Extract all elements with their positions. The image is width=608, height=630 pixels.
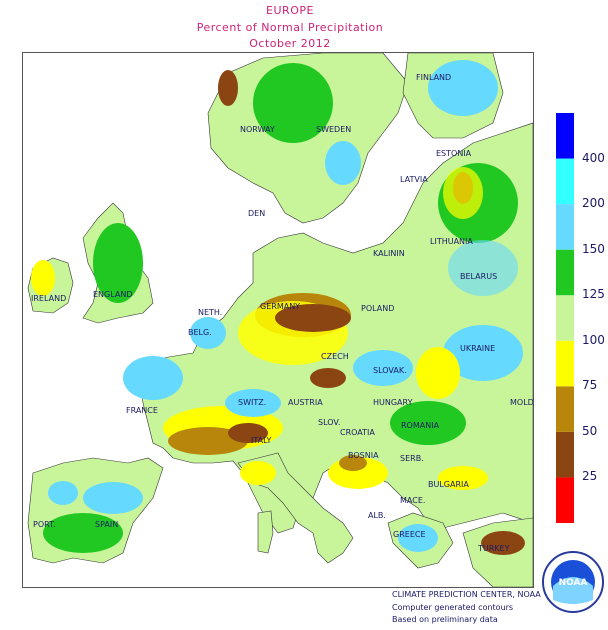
country-label-italy: ITALY bbox=[251, 436, 271, 445]
country-label-ukraine: UKRAINE bbox=[460, 344, 495, 353]
country-label-mace: MACE. bbox=[400, 496, 425, 505]
legend-level-150: 150 bbox=[582, 241, 605, 256]
patch-slovak-cyan bbox=[353, 350, 413, 386]
legend-swatch-3 bbox=[556, 340, 574, 387]
patch-bulgaria-yellow bbox=[438, 466, 488, 490]
country-label-poland: POLAND bbox=[361, 304, 394, 313]
patch-moldova-yellow bbox=[416, 347, 460, 399]
country-label-lithuania: LITHUANIA bbox=[430, 237, 473, 246]
country-label-slovak: SLOVAK. bbox=[373, 366, 407, 375]
country-label-england: ENGLAND bbox=[93, 290, 133, 299]
patch-britain-green bbox=[93, 223, 143, 303]
legend-swatch-5 bbox=[556, 249, 574, 296]
legend-swatch-2 bbox=[556, 386, 574, 432]
country-label-spain: SPAIN bbox=[95, 520, 118, 529]
legend-swatch-0 bbox=[556, 477, 574, 523]
patch-norway-green bbox=[253, 63, 333, 143]
legend-level-75: 75 bbox=[582, 378, 598, 393]
map-region-title: EUROPE bbox=[266, 4, 314, 17]
country-label-den: DEN bbox=[248, 209, 265, 218]
country-label-austria: AUSTRIA bbox=[288, 398, 323, 407]
country-label-estonia: ESTONIA bbox=[436, 149, 472, 158]
country-label-finland: FINLAND bbox=[416, 73, 451, 82]
legend-swatch-4 bbox=[556, 295, 574, 341]
country-label-belg: BELG. bbox=[188, 328, 212, 337]
country-labels: FINLAND NORWAY SWEDEN ESTONIA LATVIA LITHUANI… bbox=[31, 73, 533, 553]
country-label-czech: CZECH bbox=[321, 352, 349, 361]
country-label-serb: SERB. bbox=[400, 454, 424, 463]
legend-level-200: 200 bbox=[582, 196, 605, 211]
country-label-switz: SWITZ. bbox=[238, 398, 266, 407]
footer-line-2: Computer generated contours bbox=[392, 603, 514, 612]
logo-text: NOAA bbox=[559, 578, 588, 588]
patch-balkans-brown bbox=[339, 455, 367, 471]
country-label-germany: GERMANY bbox=[260, 302, 300, 311]
patch-germany-brown bbox=[275, 304, 351, 332]
country-label-france: FRANCE bbox=[126, 406, 158, 415]
noaa-logo: NOAA bbox=[542, 551, 604, 613]
country-label-romania: ROMANIA bbox=[401, 421, 440, 430]
map-metric-title: Percent of Normal Precipitation bbox=[196, 21, 384, 34]
country-label-ireland: IRELAND bbox=[31, 294, 66, 303]
patch-italy-yellow bbox=[240, 461, 276, 485]
country-label-sweden: SWEDEN bbox=[316, 125, 351, 134]
country-label-bulgaria: BULGARIA bbox=[428, 480, 469, 489]
country-label-bosnia: BOSNIA bbox=[348, 451, 379, 460]
patch-france-brown2 bbox=[228, 423, 268, 443]
legend-swatch-7 bbox=[556, 158, 574, 205]
patch-czech-brown bbox=[310, 368, 346, 388]
patch-norway-brown bbox=[218, 70, 238, 106]
color-legend bbox=[556, 113, 574, 523]
patch-belarus-cyan bbox=[448, 240, 518, 296]
country-label-alb: ALB. bbox=[368, 511, 386, 520]
patch-spain-green bbox=[43, 513, 123, 553]
legend-swatch-6 bbox=[556, 204, 574, 250]
patch-spain-cyan bbox=[83, 482, 143, 514]
patch-romania-green bbox=[390, 401, 466, 445]
legend-swatches bbox=[556, 113, 574, 523]
precipitation-map: FINLAND NORWAY SWEDEN ESTONIA LATVIA LITHUANI… bbox=[22, 52, 534, 588]
country-label-turkey: TURKEY bbox=[477, 544, 510, 553]
patch-finland-cyan bbox=[428, 60, 498, 116]
country-label-croatia: CROATIA bbox=[340, 428, 375, 437]
map-period-title: October 2012 bbox=[249, 37, 331, 50]
patch-ukraine-cyan bbox=[443, 325, 523, 381]
country-label-kalinin: KALININ bbox=[373, 249, 405, 258]
land-sardinia bbox=[257, 510, 274, 554]
legend-level-400: 400 bbox=[582, 150, 605, 165]
country-label-port: PORT. bbox=[33, 520, 56, 529]
patch-sweden-cyan bbox=[325, 141, 361, 185]
patch-alps-cyan bbox=[225, 389, 281, 417]
country-label-slov: SLOV. bbox=[318, 418, 340, 427]
country-label-hungary: HUNGARY bbox=[373, 398, 413, 407]
patch-greece-cyan bbox=[398, 524, 438, 552]
precip-patches bbox=[31, 60, 525, 555]
patch-estonia-yellow bbox=[443, 167, 483, 219]
patch-benelux-cyan bbox=[190, 317, 226, 349]
legend-swatch-1 bbox=[556, 431, 574, 478]
legend-level-25: 25 bbox=[582, 469, 598, 484]
country-label-neth: NETH. bbox=[198, 308, 222, 317]
legend-swatch-8 bbox=[556, 113, 574, 159]
legend-level-125: 125 bbox=[582, 287, 605, 302]
footer-line-1: CLIMATE PREDICTION CENTER, NOAA bbox=[392, 590, 541, 599]
patch-france-cyan bbox=[123, 356, 183, 400]
country-label-belarus: BELARUS bbox=[460, 272, 497, 281]
patch-ireland-yellow bbox=[31, 260, 55, 296]
patch-turkey-brown bbox=[481, 531, 525, 555]
patch-spain-cyan2 bbox=[48, 481, 78, 505]
country-label-latvia: LATVIA bbox=[400, 175, 428, 184]
country-label-norway: NORWAY bbox=[240, 125, 275, 134]
map-canvas: FINLAND NORWAY SWEDEN ESTONIA LATVIA LITHUANI… bbox=[23, 53, 533, 587]
footer-line-3: Based on preliminary data bbox=[392, 615, 498, 624]
country-label-greece: GREECE bbox=[393, 530, 426, 539]
country-label-mold: MOLD. bbox=[510, 398, 533, 407]
legend-level-50: 50 bbox=[582, 423, 598, 438]
patch-france-brown bbox=[168, 427, 248, 455]
legend-level-100: 100 bbox=[582, 332, 605, 347]
